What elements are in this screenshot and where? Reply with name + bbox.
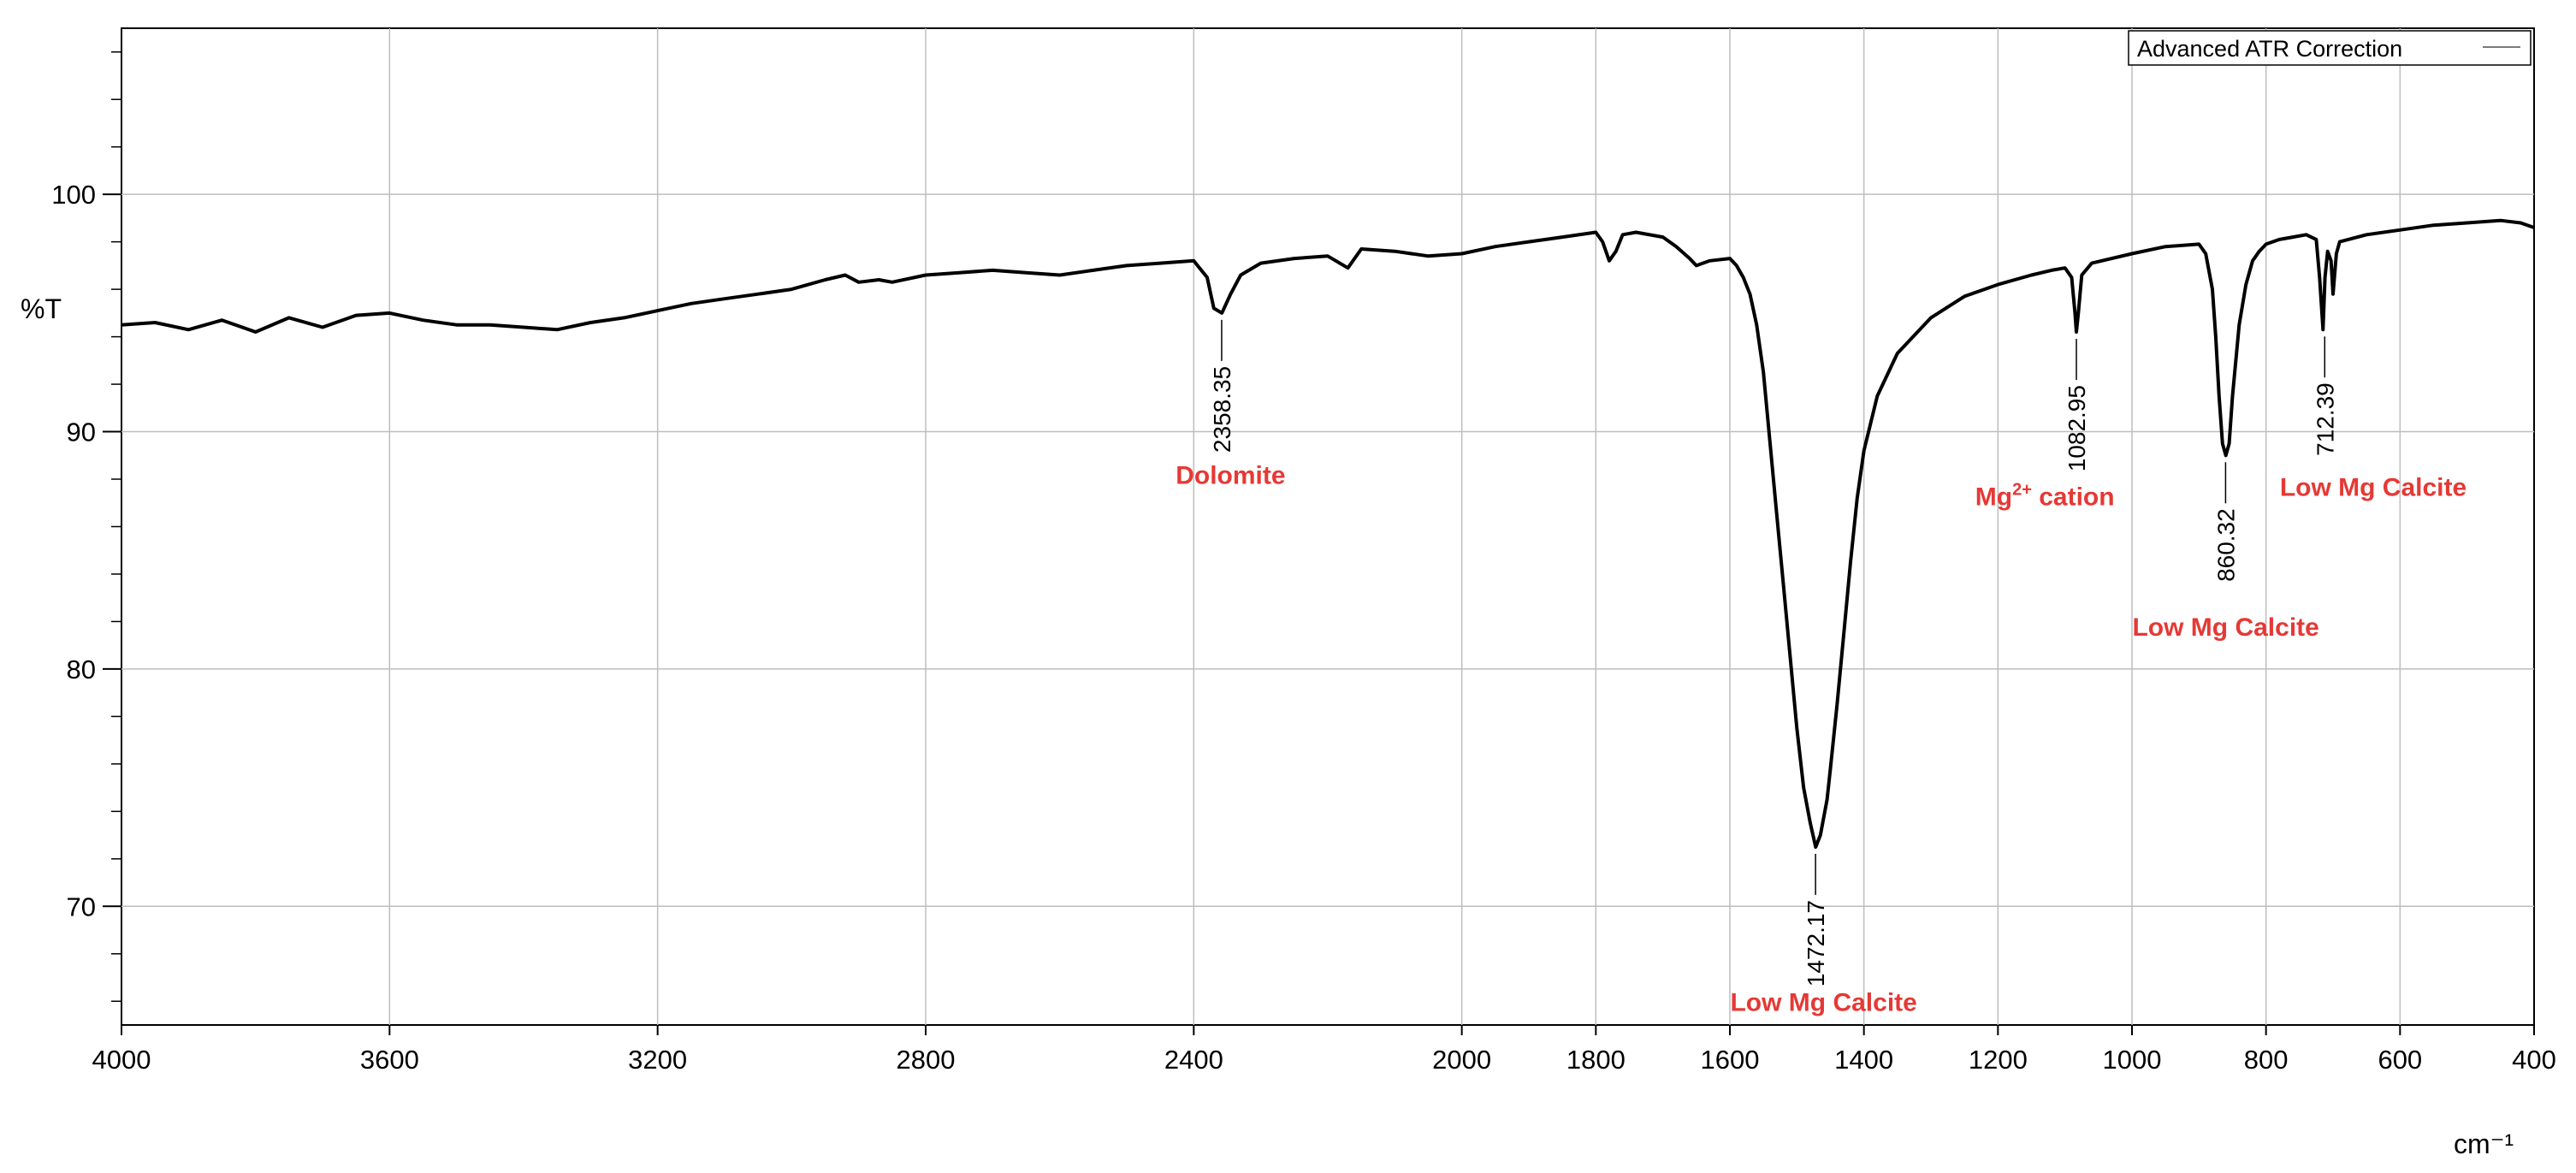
- plot-frame: [121, 27, 2535, 1026]
- x-tick-label: 1600: [1701, 1045, 1760, 1075]
- x-tick-label: 4000: [92, 1045, 151, 1075]
- x-tick-label: 600: [2378, 1045, 2422, 1075]
- peak-label: 712.39: [2312, 382, 2338, 456]
- annotation-label: Low Mg Calcite: [2132, 613, 2318, 642]
- x-tick-label: 2400: [1164, 1045, 1223, 1075]
- x-tick-label: 400: [2512, 1045, 2556, 1075]
- peak-label: 1082.95: [2064, 385, 2090, 471]
- x-tick-label: 2800: [897, 1045, 956, 1075]
- y-axis: 70 80 90 100: [51, 180, 121, 921]
- y-axis-title: %T: [21, 293, 62, 324]
- annotations: Dolomite Mg2+ cation Low Mg Calcite Low Mg …: [1175, 462, 2466, 1017]
- peak-label: 860.32: [2212, 508, 2239, 582]
- x-tick-label: 800: [2244, 1045, 2289, 1075]
- x-tick-label: 1000: [2103, 1045, 2162, 1075]
- peak-label: 1472.17: [1803, 900, 1829, 986]
- x-axis: 4000 3600 3200 2800 2400 2000 1800 1600 1400 1200…: [92, 1025, 2556, 1075]
- y-minor-ticks: [111, 50, 121, 1003]
- y-tick-label: 100: [51, 180, 96, 210]
- annotation-label: Low Mg Calcite: [2280, 473, 2466, 501]
- legend-box: [2128, 30, 2532, 66]
- annotation-label: Low Mg Calcite: [1730, 988, 1916, 1016]
- x-tick-label: 1800: [1566, 1045, 1626, 1075]
- spectrum-line: [121, 218, 2535, 849]
- y-tick-label: 90: [67, 418, 96, 447]
- grid-lines: [121, 28, 2534, 1025]
- x-tick-label: 1200: [1969, 1045, 2028, 1075]
- x-tick-label: 2000: [1432, 1045, 1491, 1075]
- x-tick-label: 3600: [360, 1045, 419, 1075]
- x-tick-label: 3200: [628, 1045, 687, 1075]
- y-tick-label: 70: [67, 892, 96, 921]
- annotation-label: Mg2+ cation: [1975, 481, 2115, 512]
- peak-label: 2358.35: [1209, 366, 1235, 453]
- annotation-label: Dolomite: [1175, 462, 1285, 490]
- x-axis-title: cm⁻¹: [2454, 1129, 2514, 1159]
- legend: Advanced ATR Correction: [2128, 30, 2532, 66]
- peak-labels: 2358.35 1472.17 1082.95 860.32 712.39: [1209, 319, 2338, 986]
- x-tick-label: 1400: [1834, 1045, 1893, 1075]
- y-tick-label: 80: [67, 655, 96, 684]
- legend-entry-label: Advanced ATR Correction: [2137, 36, 2402, 62]
